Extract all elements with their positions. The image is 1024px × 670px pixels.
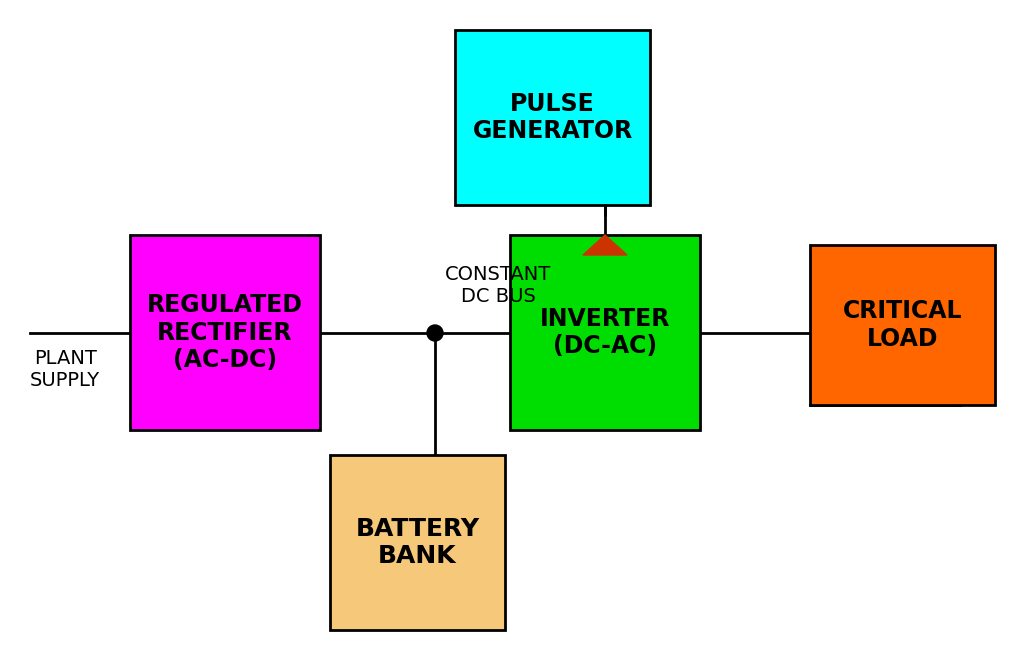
Bar	[810, 245, 995, 405]
Text: BATTERY
BANK: BATTERY BANK	[355, 517, 479, 568]
Text: CRITICAL
LOAD: CRITICAL LOAD	[843, 299, 963, 351]
Text: PULSE
GENERATOR: PULSE GENERATOR	[472, 92, 633, 143]
Bar	[510, 235, 700, 430]
Circle shape	[427, 325, 443, 341]
Polygon shape	[583, 235, 627, 255]
Text: INVERTER
(DC-AC): INVERTER (DC-AC)	[540, 307, 670, 358]
Text: CONSTANT
DC BUS: CONSTANT DC BUS	[445, 265, 551, 306]
Bar	[130, 235, 319, 430]
Text: PLANT
SUPPLY: PLANT SUPPLY	[30, 350, 100, 391]
Bar	[330, 455, 505, 630]
Text: REGULATED
RECTIFIER
(AC-DC): REGULATED RECTIFIER (AC-DC)	[147, 293, 303, 373]
Bar	[455, 30, 650, 205]
